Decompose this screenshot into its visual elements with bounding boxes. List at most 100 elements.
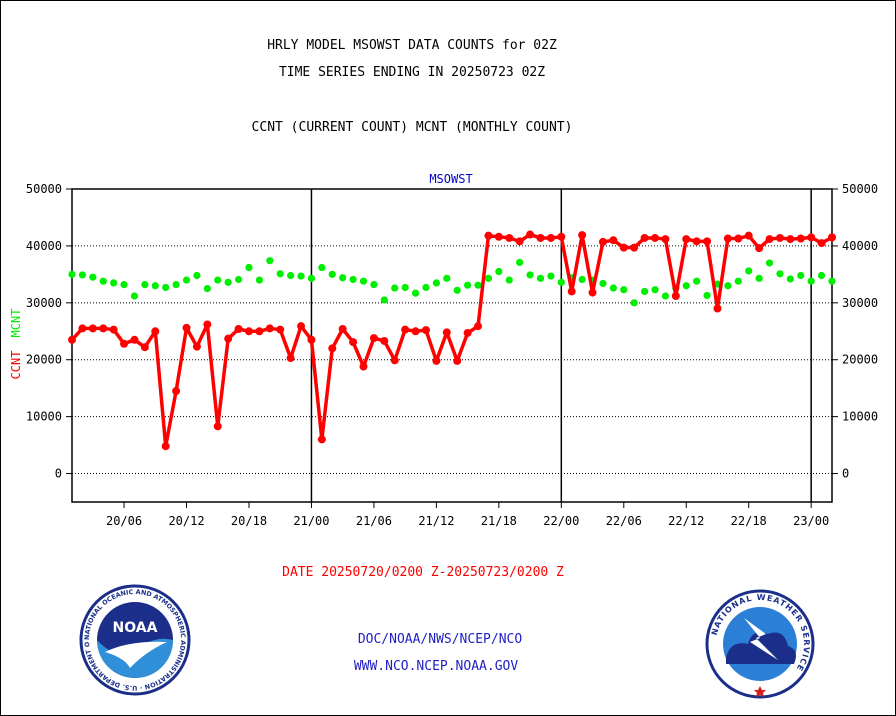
series-layer xyxy=(68,230,836,451)
data-point-ccnt xyxy=(276,325,285,334)
data-point-ccnt xyxy=(817,239,826,248)
data-point-ccnt xyxy=(578,231,587,240)
data-point-ccnt xyxy=(390,356,399,365)
y-tick-label-right: 0 xyxy=(842,467,849,481)
series-legend-line: CCNT (CURRENT COUNT) MCNT (MONTHLY COUNT… xyxy=(251,120,573,135)
data-point-ccnt xyxy=(474,322,483,331)
data-point-ccnt xyxy=(775,233,784,242)
data-point-ccnt xyxy=(494,232,503,241)
data-point-mcnt xyxy=(693,277,701,285)
data-point-mcnt xyxy=(453,286,461,294)
x-tick-label: 20/12 xyxy=(168,514,204,528)
data-point-mcnt xyxy=(141,281,149,289)
data-point-mcnt xyxy=(110,279,118,287)
data-point-ccnt xyxy=(151,327,160,336)
data-point-ccnt xyxy=(796,234,805,243)
data-point-mcnt xyxy=(411,289,420,297)
data-point-ccnt xyxy=(120,339,129,348)
data-point-mcnt xyxy=(443,274,451,282)
data-point-ccnt xyxy=(255,327,264,336)
data-point-ccnt xyxy=(307,335,316,344)
x-tick-label: 22/00 xyxy=(543,514,579,528)
data-point-ccnt xyxy=(265,324,274,333)
data-point-mcnt xyxy=(193,271,201,280)
data-point-mcnt xyxy=(464,281,472,289)
y-tick-label-right: 40000 xyxy=(842,239,878,253)
data-point-mcnt xyxy=(328,270,336,278)
data-point-mcnt xyxy=(557,278,565,286)
data-point-ccnt xyxy=(203,320,212,329)
data-point-ccnt xyxy=(297,322,306,331)
data-point-mcnt xyxy=(339,274,347,282)
data-point-mcnt xyxy=(255,276,263,284)
x-tick-label: 22/12 xyxy=(668,514,704,528)
data-point-ccnt xyxy=(68,335,76,344)
data-point-ccnt xyxy=(172,387,181,396)
labels-layer: 0 0 10000 10000 20000 20000 30000 30000 40000 400… xyxy=(9,182,878,528)
chart-title-line2: TIME SERIES ENDING IN 20250723 02Z xyxy=(278,65,546,80)
data-point-ccnt xyxy=(213,422,222,431)
data-point-ccnt xyxy=(224,334,233,343)
y-tick-label-left: 30000 xyxy=(26,296,62,310)
data-point-mcnt xyxy=(182,276,191,284)
data-point-ccnt xyxy=(244,327,253,336)
data-point-ccnt xyxy=(515,237,524,246)
data-point-ccnt xyxy=(567,287,576,296)
data-point-ccnt xyxy=(692,237,701,246)
data-point-mcnt xyxy=(776,270,784,278)
y-tick-label-left: 40000 xyxy=(26,239,62,253)
data-point-ccnt xyxy=(588,288,597,297)
chart-title-line1: HRLY MODEL MSOWST DATA COUNTS for 02Z xyxy=(267,38,557,53)
data-point-ccnt xyxy=(505,233,514,242)
y-axis-label-mcnt: MCNT xyxy=(9,309,23,338)
data-point-ccnt xyxy=(536,233,545,242)
data-point-ccnt xyxy=(442,328,451,337)
data-point-ccnt xyxy=(734,234,743,243)
data-point-ccnt xyxy=(130,335,139,344)
data-point-mcnt xyxy=(620,286,628,294)
data-point-ccnt xyxy=(317,435,326,444)
website-link[interactable]: WWW.NCO.NCEP.NOAA.GOV xyxy=(353,659,519,674)
data-point-mcnt xyxy=(120,281,128,289)
data-point-mcnt xyxy=(755,274,763,282)
data-point-ccnt xyxy=(526,230,535,239)
data-point-mcnt xyxy=(661,292,670,300)
data-point-ccnt xyxy=(140,343,149,352)
data-point-mcnt xyxy=(99,277,107,285)
org-label: DOC/NOAA/NWS/NCEP/NCO xyxy=(357,632,523,647)
data-point-mcnt xyxy=(682,282,690,290)
noaa-logo-text: NOAA xyxy=(113,620,158,636)
series-line-ccnt xyxy=(70,232,833,448)
data-point-mcnt xyxy=(162,283,170,292)
y-tick-label-right: 10000 xyxy=(842,410,878,424)
data-point-ccnt xyxy=(380,336,389,345)
data-point-mcnt xyxy=(130,292,139,300)
x-tick-label: 21/12 xyxy=(418,514,454,528)
data-point-ccnt xyxy=(713,304,722,313)
data-point-ccnt xyxy=(328,344,337,353)
data-point-mcnt xyxy=(495,267,503,276)
data-point-mcnt xyxy=(630,299,638,307)
data-point-mcnt xyxy=(89,273,97,281)
data-point-mcnt xyxy=(214,276,222,284)
data-point-ccnt xyxy=(671,291,680,300)
x-tick-label: 22/18 xyxy=(731,514,767,528)
data-point-ccnt xyxy=(640,233,649,242)
data-point-mcnt xyxy=(474,281,482,289)
data-point-mcnt xyxy=(547,272,555,280)
x-tick-label: 22/06 xyxy=(606,514,642,528)
data-point-ccnt xyxy=(661,235,670,244)
data-point-ccnt xyxy=(609,236,618,245)
data-point-mcnt xyxy=(422,283,430,292)
data-point-ccnt xyxy=(463,328,472,337)
data-point-mcnt xyxy=(505,276,513,284)
plot-frame xyxy=(71,188,833,503)
data-point-mcnt xyxy=(401,283,409,292)
data-point-ccnt xyxy=(598,237,607,246)
data-point-ccnt xyxy=(286,354,295,363)
data-point-mcnt xyxy=(765,259,774,267)
y-tick-label-left: 10000 xyxy=(26,410,62,424)
y-tick-label-left: 50000 xyxy=(26,182,62,196)
data-point-mcnt xyxy=(578,275,586,284)
data-point-ccnt xyxy=(192,342,201,351)
